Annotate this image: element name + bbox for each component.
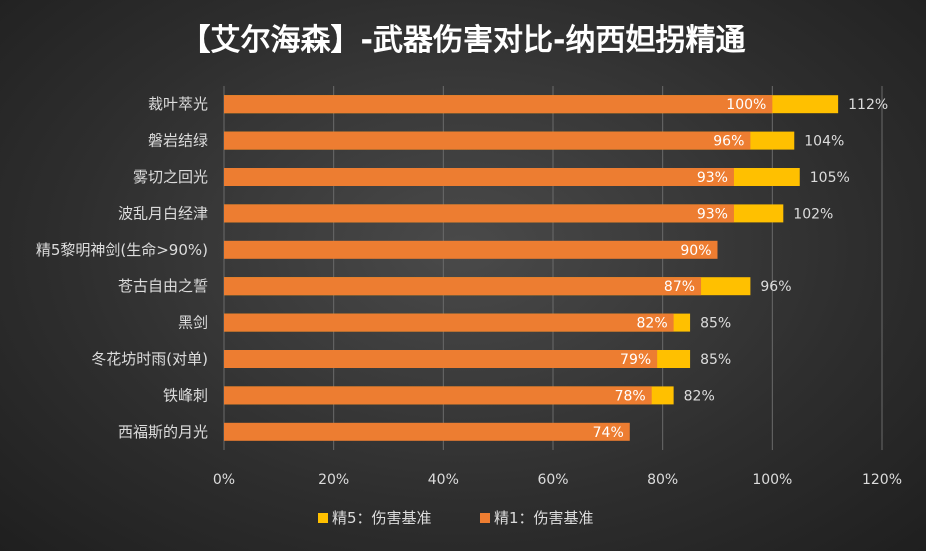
category-label: 精5黎明神剑(生命>90%) <box>36 241 208 259</box>
x-axis-ticks: 0% 20% 40% 60% 80% 100% 120% <box>213 472 902 488</box>
category-label: 铁峰刺 <box>163 386 208 404</box>
category-label: 磐岩结绿 <box>148 132 208 150</box>
data-label-r1: 90% <box>680 243 711 259</box>
legend-label: 精1：伤害基准 <box>494 509 594 527</box>
bar-r1 <box>224 95 773 114</box>
legend-swatch <box>318 513 328 523</box>
x-tick-label: 0% <box>213 472 235 488</box>
data-label-r1: 93% <box>697 206 728 222</box>
category-label: 西福斯的月光 <box>118 423 208 441</box>
x-tick-label: 100% <box>752 472 792 488</box>
x-tick-label: 60% <box>537 472 568 488</box>
data-label-r1: 74% <box>593 425 624 441</box>
bar-r1 <box>224 240 718 259</box>
data-label-r1: 78% <box>615 388 646 404</box>
bar-r1 <box>224 422 630 441</box>
x-tick-label: 120% <box>862 472 902 488</box>
data-label-r1: 93% <box>697 170 728 186</box>
bars: 100% 112% 96% 104% 93% 105% 93% 102% 90% 87% 96% 82… <box>224 95 888 441</box>
data-label-r1: 87% <box>664 279 695 295</box>
data-label-r5: 105% <box>810 170 850 186</box>
data-label-r5: 85% <box>700 352 731 368</box>
data-label-r1: 82% <box>637 316 668 332</box>
data-label-r1: 100% <box>726 97 766 113</box>
bar-r1 <box>224 313 674 332</box>
category-label: 雾切之回光 <box>133 168 208 186</box>
bar-r1 <box>224 350 658 368</box>
data-label-r5: 112% <box>848 97 888 113</box>
data-label-r5: 82% <box>684 388 715 404</box>
data-label-r1: 79% <box>620 352 651 368</box>
legend-swatch <box>480 513 490 523</box>
category-label: 黑剑 <box>178 314 208 332</box>
data-label-r5: 85% <box>700 316 731 332</box>
bar-r1 <box>224 204 734 223</box>
bar-r1 <box>224 386 652 405</box>
legend-label: 精5：伤害基准 <box>332 509 432 527</box>
x-tick-label: 40% <box>428 472 459 488</box>
data-label-r5: 96% <box>760 279 791 295</box>
category-label: 冬花坊时雨(对单) <box>91 350 208 368</box>
legend: 精5：伤害基准 精1：伤害基准 <box>318 509 594 527</box>
bar-r1 <box>224 168 734 186</box>
data-label-r5: 104% <box>804 134 844 150</box>
chart-title: 【艾尔海森】-武器伤害对比-纳西妲拐精通 <box>181 23 746 58</box>
category-label: 苍古自由之誓 <box>118 277 208 295</box>
data-label-r1: 96% <box>713 134 744 150</box>
bar-r1 <box>224 277 702 296</box>
category-label: 裁叶萃光 <box>148 95 208 113</box>
data-label-r5: 102% <box>793 206 833 222</box>
bar-r1 <box>224 131 751 150</box>
category-label: 波乱月白经津 <box>118 204 208 222</box>
x-tick-label: 80% <box>647 472 678 488</box>
x-tick-label: 20% <box>318 472 349 488</box>
